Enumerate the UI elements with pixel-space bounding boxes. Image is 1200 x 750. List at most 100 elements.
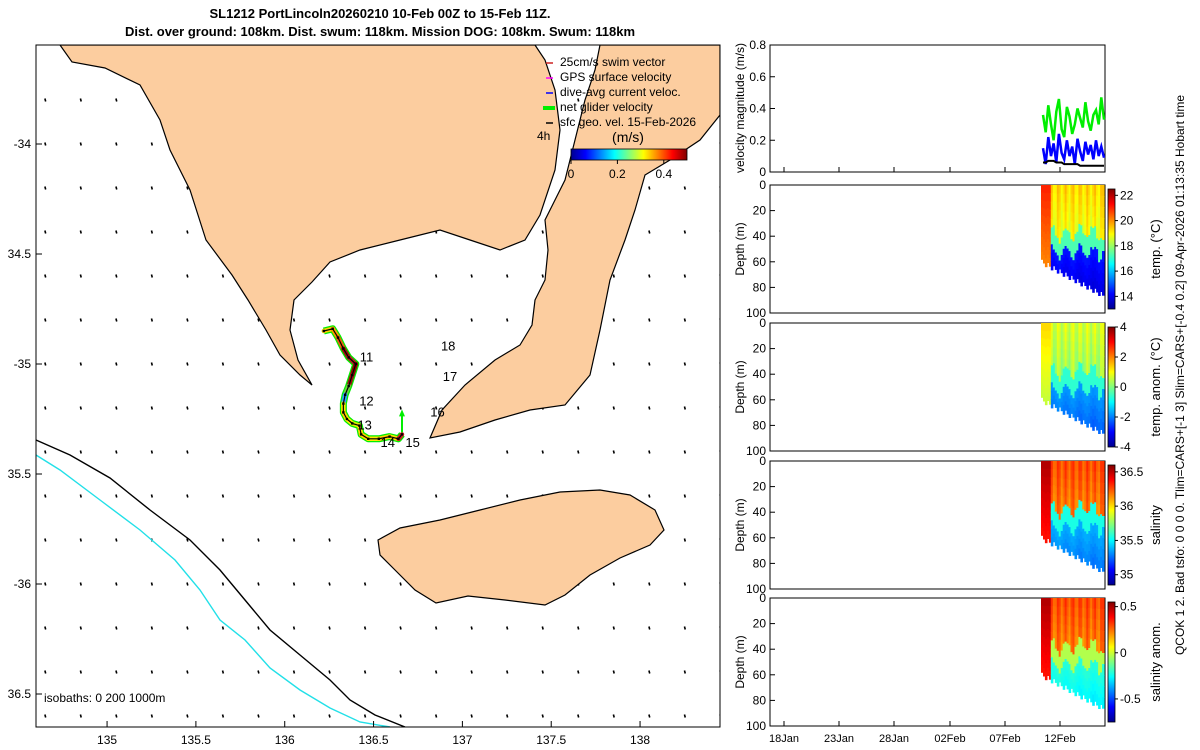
geo-velocity-arrow <box>292 406 296 410</box>
section-cell <box>1064 366 1068 376</box>
section-cell <box>1066 670 1070 681</box>
section-cell <box>1050 614 1054 624</box>
section-cell <box>1084 531 1087 542</box>
section-cell <box>1041 360 1044 369</box>
section-cell <box>1100 619 1103 631</box>
section-cell <box>1074 539 1078 550</box>
section-cell <box>1062 497 1066 508</box>
section-cell <box>1088 628 1091 639</box>
section-cell <box>1052 477 1056 486</box>
map-y-tick-label: -36 <box>14 577 32 591</box>
section-cell <box>1102 229 1105 241</box>
section-cell <box>1044 355 1048 365</box>
geo-velocity-arrow <box>683 230 687 234</box>
section-cell <box>1068 517 1072 528</box>
section-cell <box>1041 483 1044 492</box>
geo-velocity-arrow <box>150 582 154 586</box>
section-cell <box>1072 213 1076 224</box>
section-cell <box>1092 365 1095 378</box>
surfacing-point <box>331 327 334 330</box>
section-cell <box>1072 536 1076 547</box>
section-colorbar <box>1107 188 1116 310</box>
section-cell <box>1076 213 1079 224</box>
section-cell <box>1060 237 1064 247</box>
section-cell <box>1054 201 1058 211</box>
section-cell <box>1080 521 1083 533</box>
geo-velocity-arrow <box>115 274 118 278</box>
geo-velocity-arrow <box>44 186 47 190</box>
section-cell <box>1096 185 1099 197</box>
geo-velocity-arrow <box>221 626 225 630</box>
geo-velocity-arrow <box>186 274 189 278</box>
section-cell <box>1090 461 1093 472</box>
section-cell <box>1074 656 1078 667</box>
section-cell <box>1074 253 1078 264</box>
section-colorbar-tick-label: 20 <box>1120 214 1134 228</box>
geo-velocity-arrow <box>506 626 509 630</box>
section-cell <box>1096 672 1099 685</box>
section-ylabel: Depth (m) <box>733 360 747 413</box>
section-cell <box>1058 631 1062 641</box>
section-cell <box>1100 471 1103 483</box>
section-cell <box>1076 672 1079 683</box>
section-cell <box>1064 539 1068 549</box>
section-cell <box>1044 534 1048 544</box>
section-cell <box>1096 323 1099 335</box>
section-cell <box>1098 422 1101 434</box>
section-cell <box>1066 185 1070 195</box>
geo-velocity-arrow <box>257 582 260 586</box>
legend-entry-net: net glider velocity <box>560 100 653 114</box>
section-cell <box>1080 413 1083 425</box>
section-cell <box>1090 405 1093 417</box>
section-cell <box>1066 515 1070 526</box>
geo-velocity-arrow <box>150 230 154 234</box>
geo-velocity-arrow <box>257 406 260 410</box>
geo-velocity-arrow <box>257 362 260 366</box>
section-cell <box>1056 615 1060 625</box>
section-cell <box>1041 185 1044 193</box>
geo-velocity-arrow <box>434 450 438 454</box>
section-cell <box>1100 216 1103 229</box>
section-cell <box>1088 373 1091 384</box>
section-cell <box>1070 359 1074 369</box>
section-cell <box>1080 235 1083 247</box>
section-cell <box>1058 477 1062 487</box>
section-cell <box>1080 363 1083 374</box>
section-cell <box>1098 356 1101 368</box>
geo-velocity-arrow <box>150 362 154 366</box>
geo-velocity-arrow <box>648 714 651 718</box>
section-cell <box>1046 515 1050 524</box>
geo-velocity-arrow <box>434 274 438 278</box>
section-cell <box>1043 507 1046 517</box>
section-cell <box>1100 608 1103 620</box>
section-cell <box>1050 373 1054 383</box>
map-y-tick-label: 36.5 <box>8 687 32 701</box>
section-cell <box>1044 663 1048 672</box>
geo-velocity-arrow <box>150 318 154 322</box>
section-y-tick-label: 0 <box>759 316 766 330</box>
section-cell <box>1066 221 1070 231</box>
section-cell <box>1041 490 1044 499</box>
section-cell <box>1074 233 1078 245</box>
section-cell <box>1078 529 1081 540</box>
section-cell <box>1094 471 1097 483</box>
geo-velocity-arrow <box>470 362 473 366</box>
map-x-tick-label: 138 <box>630 733 650 747</box>
section-cell <box>1072 232 1076 242</box>
section-cell <box>1070 386 1074 396</box>
section-cell <box>1074 381 1078 392</box>
section-cell <box>1060 676 1064 687</box>
section-cell <box>1048 249 1052 259</box>
section-cell <box>1088 481 1091 492</box>
section-cell <box>1082 214 1085 225</box>
geo-velocity-arrow <box>683 406 687 410</box>
section-y-tick-label: 0 <box>759 591 766 605</box>
section-cell <box>1092 195 1095 207</box>
geo-velocity-arrow <box>363 582 367 586</box>
section-cell <box>1048 363 1052 373</box>
section-cell <box>1056 367 1060 377</box>
geo-velocity-arrow <box>434 670 438 674</box>
section-cell <box>1102 185 1105 197</box>
geo-velocity-arrow <box>683 626 687 630</box>
section-cell <box>1082 627 1085 638</box>
